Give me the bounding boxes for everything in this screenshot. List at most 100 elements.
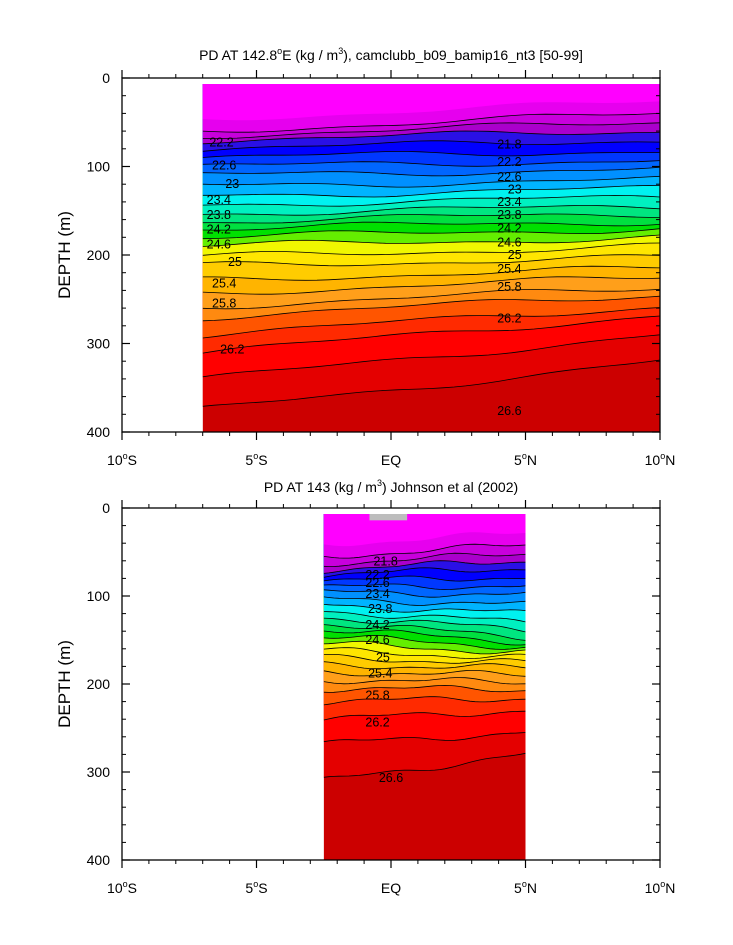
contour-label: 26.2 — [497, 312, 521, 326]
contour-label: 25.8 — [212, 297, 236, 311]
chart-title: PD AT 143 (kg / m3) Johnson et al (2002) — [264, 478, 518, 495]
contour-line — [323, 661, 526, 670]
contour-field — [202, 84, 660, 432]
contour-label: 25.4 — [212, 276, 236, 290]
y-axis-label: DEPTH (m) — [55, 640, 74, 728]
contour-label: 25.4 — [497, 262, 521, 276]
contour-line — [202, 122, 660, 139]
contour-label: 26.2 — [220, 343, 244, 357]
contour-field — [323, 514, 526, 860]
x-tick-label: 5oS — [245, 451, 267, 468]
contour-line — [323, 696, 526, 706]
contour-line — [202, 160, 660, 167]
contour-label: 23 — [508, 183, 522, 197]
contour-label: 22.2 — [209, 136, 233, 150]
x-tick-label: 5oN — [514, 451, 537, 468]
contour-line — [323, 604, 526, 613]
contour-label: 22.6 — [212, 159, 236, 173]
contour-line — [202, 295, 660, 322]
contour-label: 24.2 — [365, 618, 389, 632]
contour-line — [323, 732, 526, 743]
contour-label: 26.6 — [379, 771, 403, 785]
contour-line — [323, 543, 526, 559]
chart-title: PD AT 142.8oE (kg / m3), camclubb_b09_ba… — [199, 46, 583, 63]
contour-line — [323, 634, 526, 650]
contour-line — [323, 629, 526, 646]
contour-label: 22.6 — [365, 576, 389, 590]
contour-line — [323, 611, 526, 623]
y-tick-label: 300 — [87, 336, 111, 352]
contour-line — [323, 567, 526, 578]
contour-line — [323, 640, 526, 655]
y-tick-label: 100 — [87, 159, 111, 175]
contour-line — [323, 710, 526, 721]
contour-label: 21.8 — [373, 555, 397, 569]
contour-line — [202, 254, 660, 267]
y-tick-label: 0 — [102, 500, 110, 516]
x-tick-label: 10oN — [645, 879, 676, 896]
contour-line — [202, 140, 660, 152]
contour-line — [323, 560, 526, 574]
contour-line — [323, 677, 526, 685]
contour-line — [202, 221, 660, 231]
y-tick-label: 200 — [87, 247, 111, 263]
x-tick-label: 10oN — [645, 451, 676, 468]
contour-label: 24.2 — [207, 222, 231, 236]
contour-label: 25 — [376, 651, 390, 665]
contour-label: 23.4 — [365, 587, 389, 601]
y-tick-label: 200 — [87, 676, 111, 692]
contour-label: 25.4 — [368, 666, 392, 680]
contour-line — [323, 589, 526, 598]
x-tick-label: 10oS — [107, 451, 137, 468]
y-tick-label: 300 — [87, 764, 111, 780]
y-tick-label: 100 — [87, 588, 111, 604]
contour-line — [202, 166, 660, 177]
contour-line — [202, 265, 660, 281]
contour-line — [202, 234, 660, 247]
y-axis-label: DEPTH (m) — [55, 211, 74, 299]
contour-line — [323, 617, 526, 633]
x-tick-label: 10oS — [107, 879, 137, 896]
contour-label: 25.8 — [497, 280, 521, 294]
contour-label: 21.8 — [497, 137, 521, 151]
contour-label: 23.4 — [497, 195, 521, 209]
contour-line — [202, 334, 660, 378]
contour-label: 23 — [225, 177, 239, 191]
missing-data-area — [369, 514, 408, 521]
contour-line — [202, 228, 660, 240]
contour-line — [323, 575, 526, 582]
contour-label: 23.8 — [368, 602, 392, 616]
contour-label: 22.6 — [497, 170, 521, 184]
contour-line — [202, 288, 660, 310]
contour-line — [323, 684, 526, 693]
contour-line — [202, 213, 660, 224]
contour-line — [202, 276, 660, 295]
contour-label: 24.6 — [365, 633, 389, 647]
contour-line — [202, 194, 660, 207]
contour-label: 25 — [228, 255, 242, 269]
contour-label: 22.2 — [497, 155, 521, 169]
contour-label: 23.4 — [207, 193, 231, 207]
contour-line — [323, 552, 526, 567]
contour-line — [323, 624, 526, 641]
contour-label: 23.8 — [497, 208, 521, 222]
y-tick-label: 400 — [87, 424, 111, 440]
contour-line — [323, 596, 526, 606]
x-tick-label: 5oN — [514, 879, 537, 896]
panel-1: 22.222.62323.423.824.224.62525.425.826.2… — [55, 46, 675, 468]
contour-line — [202, 315, 660, 354]
x-tick-label: EQ — [381, 452, 401, 468]
contour-label: 25.8 — [365, 688, 389, 702]
contour-line — [202, 175, 660, 188]
contour-line — [202, 359, 660, 407]
contour-label: 24.6 — [497, 236, 521, 250]
contour-line — [323, 647, 526, 659]
contour-line — [202, 242, 660, 256]
contour-label: 25 — [508, 248, 522, 262]
contour-line — [202, 307, 660, 339]
contour-line — [202, 205, 660, 216]
contour-label: 26.6 — [497, 404, 521, 418]
contour-line — [202, 130, 660, 145]
